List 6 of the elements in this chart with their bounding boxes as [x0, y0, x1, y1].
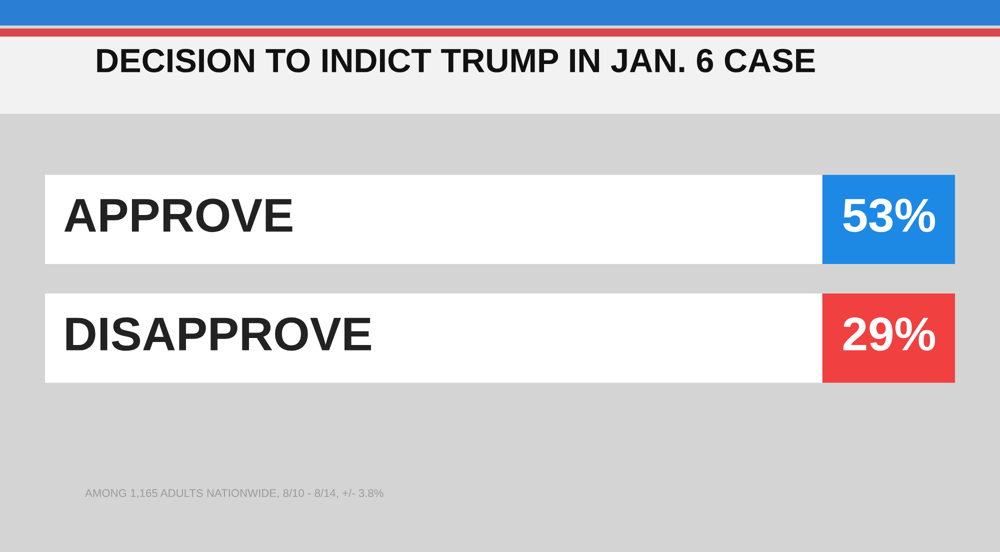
data-label: 53% [843, 198, 936, 232]
text: AMONG 1,165 ADULTS NATIONWIDE, 8/10 - 8/14, +/- 3.8% [85, 488, 384, 498]
category-label: DISAPPROVE [66, 317, 371, 351]
text: DECISION TO INDICT TRUMP IN JAN. 6 CASE [97, 48, 815, 72]
category-label: APPROVE [64, 198, 292, 232]
data-label: 29% [843, 317, 936, 351]
